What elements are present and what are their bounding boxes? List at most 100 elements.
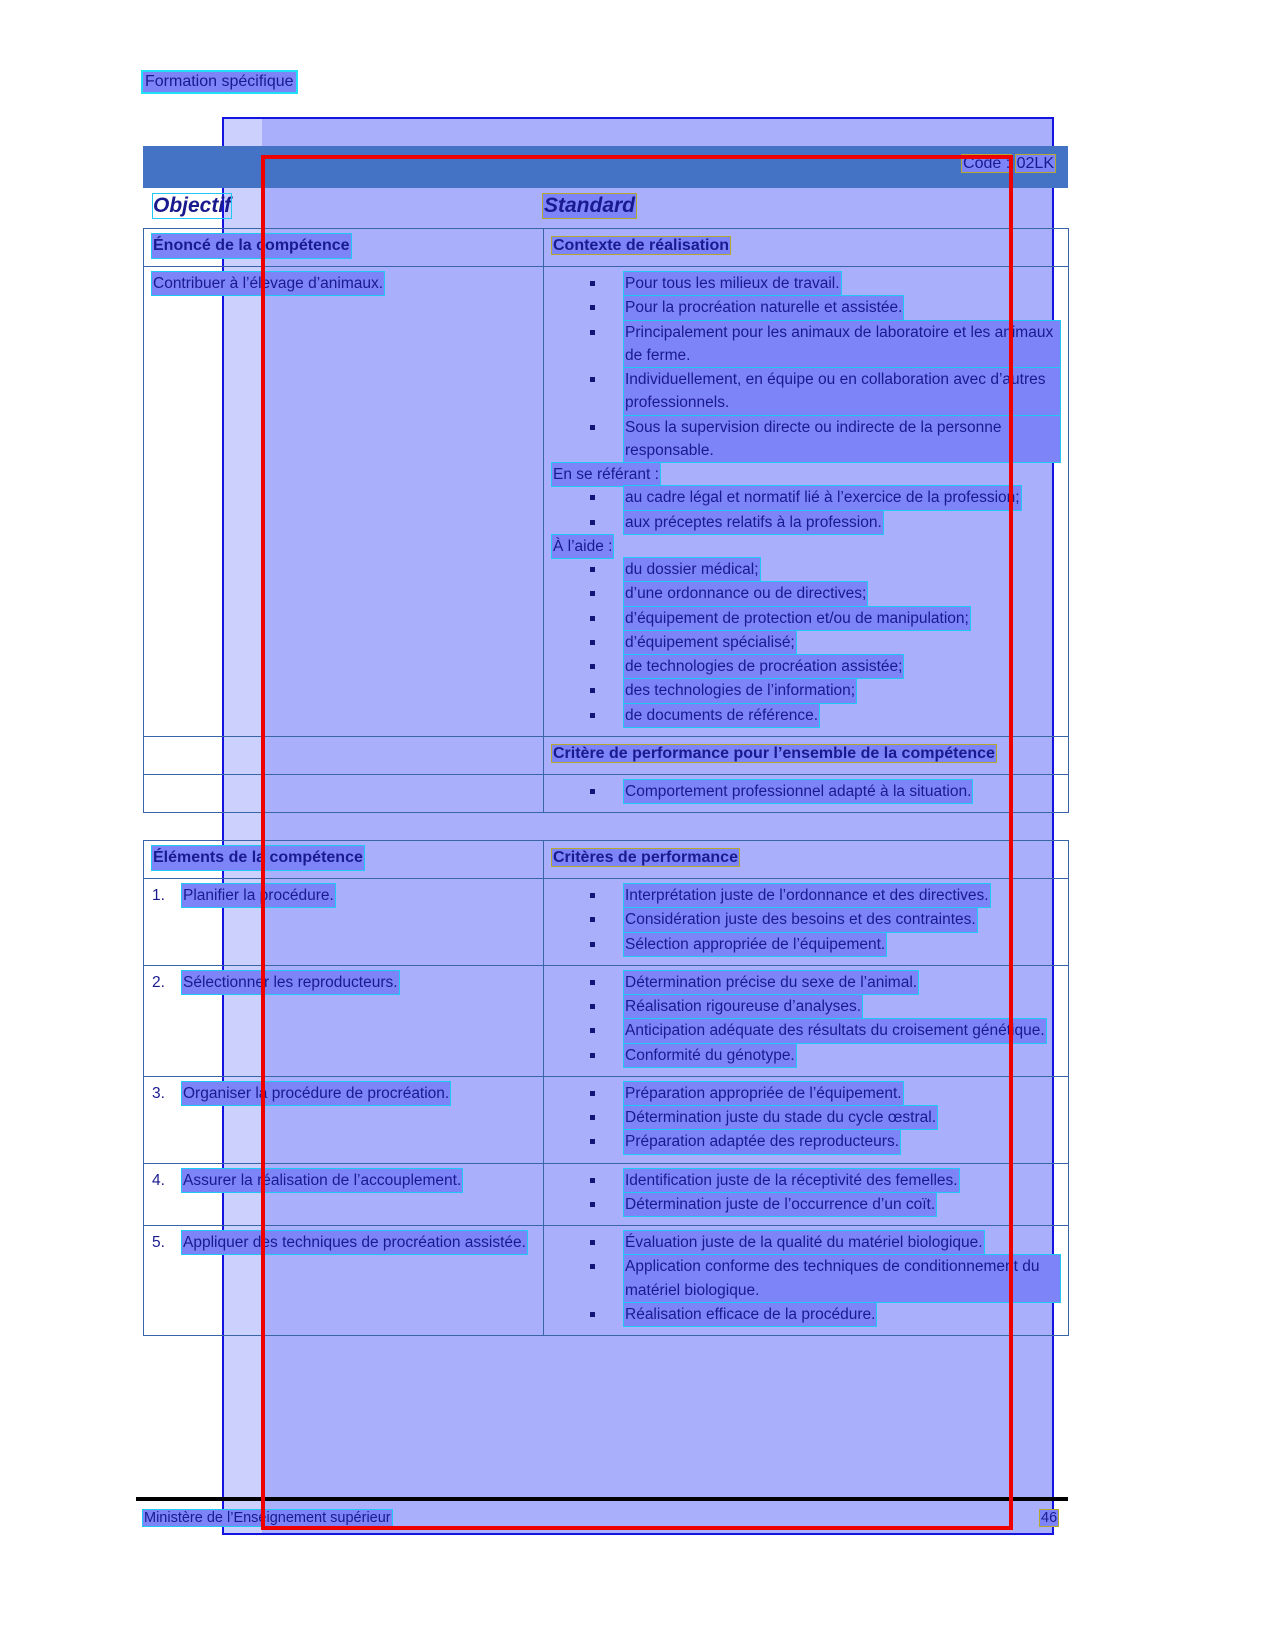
table-row-critere-ensemble-bullets: Comportement professionnel adapté à la s… xyxy=(143,773,1069,814)
table-row-competence: Contribuer à l’élevage d’animaux. Pour t… xyxy=(143,266,1069,737)
criteria-bullet-list: Préparation appropriée de l’équipement. … xyxy=(552,1080,1060,1155)
competence-statement-cell: Contribuer à l’élevage d’animaux. xyxy=(143,266,544,737)
en-se-referant-lead: En se référant : xyxy=(551,461,1060,488)
element-label: Planifier la procédure. xyxy=(181,882,336,909)
element-entry: 3. Organiser la procédure de procréation… xyxy=(152,1080,535,1107)
list-item: Application conforme des techniques de c… xyxy=(552,1254,1061,1303)
element-entry: 4. Assurer la réalisation de l’accouplem… xyxy=(152,1167,535,1193)
criteria-bullet-list: Interprétation juste de l’ordonnance et … xyxy=(552,882,1060,957)
criteria-bullet-list: Identification juste de la réceptivité d… xyxy=(552,1167,1060,1218)
criteria-cell: Interprétation juste de l’ordonnance et … xyxy=(543,878,1069,966)
contexte-heading: Contexte de réalisation xyxy=(550,236,732,255)
critere-ensemble-heading-cell: Critère de performance pour l’ensemble d… xyxy=(543,735,1069,775)
list-item: Détermination juste de l’occurrence d’un… xyxy=(552,1191,1060,1218)
code-label: Code : xyxy=(961,154,1013,173)
list-item: Détermination juste du stade du cycle œs… xyxy=(552,1104,1060,1131)
contexte-heading-cell: Contexte de réalisation xyxy=(543,228,1069,267)
element-cell: 3. Organiser la procédure de procréation… xyxy=(143,1075,544,1164)
element-cell: 1. Planifier la procédure. xyxy=(143,878,544,966)
list-item: Identification juste de la réceptivité d… xyxy=(552,1167,1060,1193)
table-row: 5. Appliquer des techniques de procréati… xyxy=(143,1225,1069,1336)
standard-heading: Standard xyxy=(541,193,638,219)
list-item: Principalement pour les animaux de labor… xyxy=(552,319,1061,368)
element-label: Assurer la réalisation de l’accouplement… xyxy=(180,1167,464,1193)
list-item: Réalisation rigoureuse d’analyses. xyxy=(552,993,1060,1020)
section-label-text: Formation spécifique xyxy=(145,73,294,90)
list-item: d’équipement de protection et/ou de mani… xyxy=(552,605,1060,631)
competence-statement: Contribuer à l’élevage d’animaux. xyxy=(150,270,386,297)
element-label: Organiser la procédure de procréation. xyxy=(180,1080,452,1107)
element-number: 3. xyxy=(152,1084,165,1102)
objectif-standard-table: Énoncé de la compétence Contexte de réal… xyxy=(143,228,1069,814)
table-row: 4. Assurer la réalisation de l’accouplem… xyxy=(143,1162,1069,1226)
element-number: 1. xyxy=(152,887,165,904)
footer-divider xyxy=(136,1497,1068,1501)
criteria-bullet-list: Détermination précise du sexe de l’anima… xyxy=(552,969,1060,1068)
elements-criteres-table: Éléments de la compétence Critères de pe… xyxy=(143,840,1069,1336)
list-item: Pour tous les milieux de travail. xyxy=(552,270,1060,297)
footer-page-number-text: 46 xyxy=(1038,1509,1060,1527)
list-item: Interprétation juste de l’ordonnance et … xyxy=(552,882,1060,909)
element-number: 2. xyxy=(152,973,165,991)
element-entry: 5. Appliquer des techniques de procréati… xyxy=(152,1229,535,1256)
list-item: d’une ordonnance ou de directives; xyxy=(552,581,1060,607)
a-laide-lead: À l’aide : xyxy=(550,533,1060,560)
footer-page-number: 46 xyxy=(1038,1509,1060,1527)
list-item: Comportement professionnel adapté à la s… xyxy=(552,778,1060,805)
section-label-formation-specifique: Formation spécifique xyxy=(141,70,298,94)
list-item: de documents de référence. xyxy=(552,702,1060,728)
element-cell: 5. Appliquer des techniques de procréati… xyxy=(143,1225,544,1336)
objectif-standard-band: Objectif Standard xyxy=(143,188,1068,228)
list-item: Évaluation juste de la qualité du matéri… xyxy=(552,1229,1060,1256)
criteria-cell: Préparation appropriée de l’équipement. … xyxy=(543,1075,1069,1164)
list-item: de technologies de procréation assistée; xyxy=(552,653,1060,680)
criteria-bullet-list: Évaluation juste de la qualité du matéri… xyxy=(552,1229,1061,1328)
list-item: au cadre légal et normatif lié à l’exerc… xyxy=(552,485,1060,511)
list-item: d’équipement spécialisé; xyxy=(552,629,1060,656)
element-cell: 4. Assurer la réalisation de l’accouplem… xyxy=(143,1162,544,1226)
criteria-cell: Identification juste de la réceptivité d… xyxy=(543,1162,1069,1226)
list-item: Sélection appropriée de l’équipement. xyxy=(552,931,1060,957)
table-row: 3. Organiser la procédure de procréation… xyxy=(143,1075,1069,1164)
list-item: des technologies de l’information; xyxy=(552,678,1060,704)
element-number: 5. xyxy=(152,1234,165,1251)
list-item: Préparation adaptée des reproducteurs. xyxy=(552,1129,1060,1155)
criteria-cell: Détermination précise du sexe de l’anima… xyxy=(543,964,1069,1077)
empty-cell xyxy=(143,773,544,814)
criteria-cell: Évaluation juste de la qualité du matéri… xyxy=(543,1225,1069,1336)
footer-ministry: Ministère de l’Enseignement supérieur xyxy=(142,1509,393,1527)
list-item: Préparation appropriée de l’équipement. xyxy=(552,1080,1060,1107)
criteres-heading-cell: Critères de performance xyxy=(543,840,1069,879)
list-item: Considération juste des besoins et des c… xyxy=(552,907,1060,933)
element-label: Sélectionner les reproducteurs. xyxy=(181,969,400,996)
footer-ministry-text: Ministère de l’Enseignement supérieur xyxy=(142,1509,393,1527)
contexte-content-cell: Pour tous les milieux de travail. Pour l… xyxy=(543,266,1069,737)
a-laide-bullet-list: du dossier médical; d’une ordonnance ou … xyxy=(552,556,1060,728)
list-item: Détermination précise du sexe de l’anima… xyxy=(552,969,1060,996)
list-item: Pour la procréation naturelle et assisté… xyxy=(552,295,1060,321)
list-item: du dossier médical; xyxy=(552,556,1060,583)
element-label: Appliquer des techniques de procréation … xyxy=(181,1229,528,1256)
objectif-heading: Objectif xyxy=(151,193,233,219)
table-row: 2. Sélectionner les reproducteurs. Déter… xyxy=(143,964,1069,1077)
criteres-heading: Critères de performance xyxy=(551,848,740,867)
critere-ensemble-bullet-list: Comportement professionnel adapté à la s… xyxy=(552,778,1060,805)
code-line: Code : 02LK xyxy=(961,154,1057,173)
list-item: aux préceptes relatifs à la profession. xyxy=(552,509,1060,535)
element-number: 4. xyxy=(152,1171,165,1189)
list-item: Conformité du génotype. xyxy=(552,1042,1060,1068)
code-band: Code : 02LK xyxy=(143,146,1068,188)
enonce-heading: Énoncé de la compétence xyxy=(151,233,352,259)
critere-ensemble-bullets-cell: Comportement professionnel adapté à la s… xyxy=(543,773,1069,814)
element-entry: 1. Planifier la procédure. xyxy=(152,882,535,909)
table-row-headings: Éléments de la compétence Critères de pe… xyxy=(143,840,1069,879)
elements-heading: Éléments de la compétence xyxy=(151,845,365,871)
list-item: Individuellement, en équipe ou en collab… xyxy=(552,367,1061,416)
contexte-bullet-list: Pour tous les milieux de travail. Pour l… xyxy=(552,270,1061,463)
code-value: 02LK xyxy=(1014,154,1057,173)
table-row-critere-ensemble-heading: Critère de performance pour l’ensemble d… xyxy=(143,735,1069,775)
en-se-referant-bullet-list: au cadre légal et normatif lié à l’exerc… xyxy=(552,485,1060,535)
table-row-headings: Énoncé de la compétence Contexte de réal… xyxy=(143,228,1069,267)
element-cell: 2. Sélectionner les reproducteurs. xyxy=(143,964,544,1077)
enonce-heading-cell: Énoncé de la compétence xyxy=(143,228,544,267)
